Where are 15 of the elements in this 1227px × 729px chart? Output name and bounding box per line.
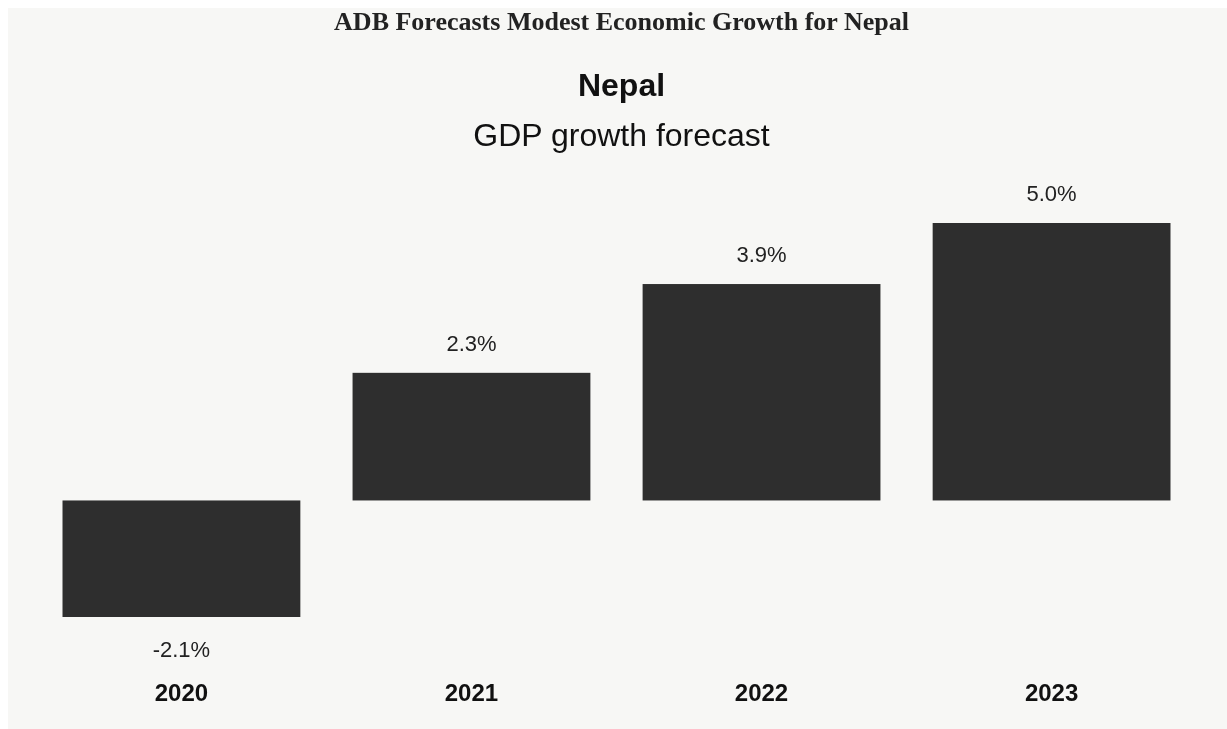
data-label: 3.9% [736,242,787,268]
x-tick-label: 2023 [1024,679,1079,706]
bar [352,372,591,501]
x-tick-label: 2021 [444,679,499,706]
chart-title: Nepal [577,67,666,103]
data-label: -2.1% [152,637,211,662]
chart-subtitle: GDP growth forecast [473,117,770,153]
x-tick-label: 2022 [734,679,789,706]
bar [642,284,881,501]
text: ADB Forecasts Modest Economic Growth for Nepal [334,7,909,36]
bar [932,223,1171,501]
x-tick-label: 2020 [154,679,209,706]
bar [62,500,301,617]
data-label: 5.0% [1026,181,1077,206]
data-label: 2.3% [446,330,497,356]
